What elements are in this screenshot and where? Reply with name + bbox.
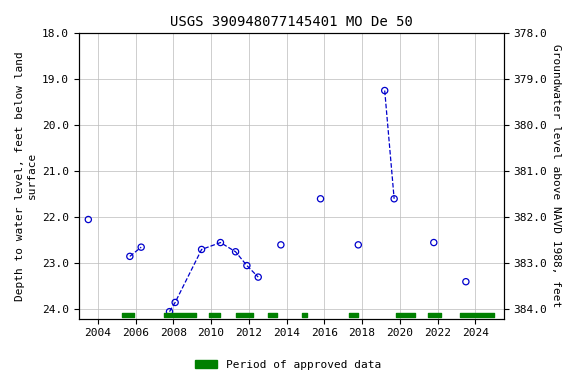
Y-axis label: Depth to water level, feet below land
surface: Depth to water level, feet below land su…: [15, 51, 37, 301]
Point: [137, 244, 146, 250]
Point: [389, 196, 399, 202]
Point: [231, 249, 240, 255]
Point: [216, 240, 225, 246]
Point: [242, 263, 252, 269]
Point: [165, 309, 174, 315]
Y-axis label: Groundwater level above NAVD 1988, feet: Groundwater level above NAVD 1988, feet: [551, 44, 561, 307]
Point: [461, 279, 471, 285]
Point: [429, 240, 438, 246]
Point: [316, 196, 325, 202]
Point: [125, 253, 134, 260]
Point: [170, 300, 180, 306]
Title: USGS 390948077145401 MO De 50: USGS 390948077145401 MO De 50: [170, 15, 412, 29]
Point: [276, 242, 286, 248]
Point: [354, 242, 363, 248]
Point: [84, 217, 93, 223]
Point: [380, 88, 389, 94]
Point: [197, 247, 206, 253]
Point: [253, 274, 263, 280]
Legend: Period of approved data: Period of approved data: [191, 356, 385, 375]
